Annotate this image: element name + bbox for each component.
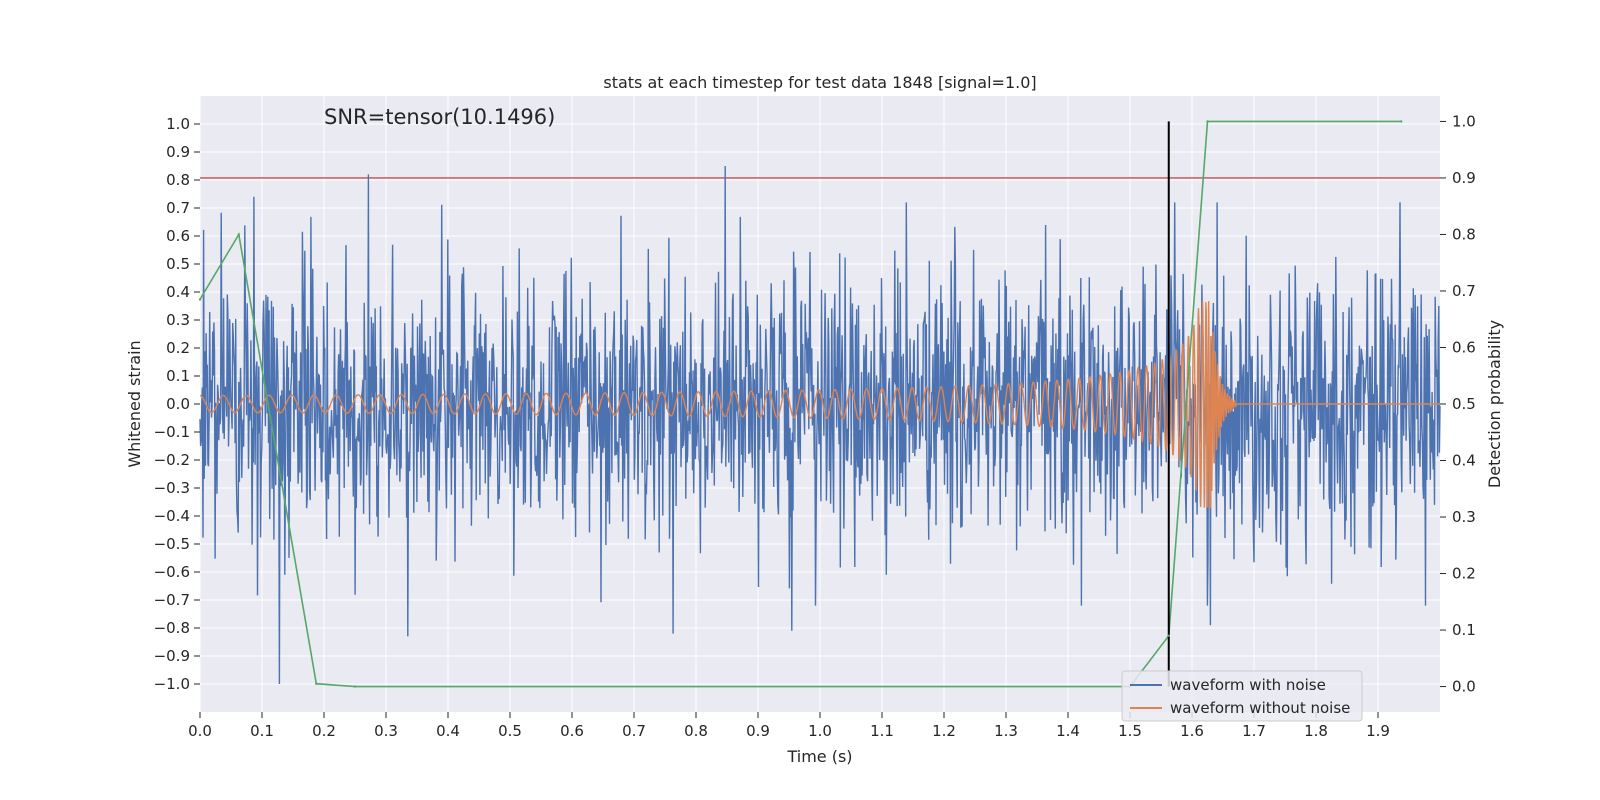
x-tick-label: 1.0 — [808, 722, 832, 740]
detection-probability-point — [1206, 120, 1209, 123]
y2-tick-label: 1.0 — [1452, 112, 1476, 130]
x-tick-label: 1.2 — [932, 722, 956, 740]
y2-axis-label: Detection probability — [1485, 320, 1504, 488]
y-tick-label: 0.2 — [166, 339, 190, 357]
y-tick-label: −0.6 — [154, 563, 190, 581]
x-tick-label: 0.9 — [746, 722, 770, 740]
y2-tick-label: 0.5 — [1452, 395, 1476, 413]
y-tick-label: 1.0 — [166, 115, 190, 133]
x-tick-label: 1.7 — [1242, 722, 1266, 740]
detection-probability-point — [237, 233, 240, 236]
y-tick-label: 0.8 — [166, 171, 190, 189]
y-tick-label: 0.4 — [166, 283, 190, 301]
y-tick-label: −0.4 — [154, 507, 190, 525]
y-tick-label: −0.9 — [154, 647, 190, 665]
x-tick-label: 1.5 — [1118, 722, 1142, 740]
x-tick-label: 0.3 — [374, 722, 398, 740]
y2-tick-label: 0.1 — [1452, 621, 1476, 639]
y-tick-label: 0.6 — [166, 227, 190, 245]
y-tick-label: −0.7 — [154, 591, 190, 609]
x-tick-labels: 0.0 0.1 0.2 0.3 0.4 0.5 0.6 0.7 0.8 0.9 1.0 1.1 1.2 1… — [188, 712, 1390, 740]
x-tick-label: 1.6 — [1180, 722, 1204, 740]
x-tick-label: 1.8 — [1304, 722, 1328, 740]
legend-box — [1121, 670, 1363, 722]
x-tick-label: 0.5 — [498, 722, 522, 740]
y-tick-label: −0.5 — [154, 535, 190, 553]
chart-title: stats at each timestep for test data 184… — [603, 73, 1036, 92]
x-tick-label: 1.9 — [1366, 722, 1390, 740]
y2-tick-label: 0.4 — [1452, 452, 1476, 470]
x-tick-label: 0.7 — [622, 722, 646, 740]
x-tick-label: 0.0 — [188, 722, 212, 740]
y-tick-label: −0.1 — [154, 423, 190, 441]
legend-label-waveform-with-noise: waveform with noise — [1170, 676, 1326, 694]
x-axis-label: Time (s) — [786, 747, 852, 766]
y2-tick-label: 0.3 — [1452, 508, 1476, 526]
y-tick-label: −1.0 — [154, 675, 190, 693]
y-tick-label: −0.3 — [154, 479, 190, 497]
detection-probability-point — [1167, 634, 1170, 637]
series-line-waveform-without-noise — [200, 300, 1440, 509]
y2-tick-label: 0.0 — [1452, 678, 1476, 696]
series-line-detection-probability — [199, 120, 1402, 688]
x-tick-label: 0.2 — [312, 722, 336, 740]
detection-probability-point — [198, 298, 202, 301]
y-tick-label: 0.9 — [166, 143, 190, 161]
x-tick-label: 1.4 — [1056, 722, 1080, 740]
x-tick-label: 0.6 — [560, 722, 584, 740]
y2-tick-labels: 1.0 0.9 0.8 0.7 0.6 0.5 0.4 0.3 0.2 0.1 0.0 — [1440, 112, 1476, 696]
x-tick-label: 1.1 — [870, 722, 894, 740]
y-tick-label: −0.8 — [154, 619, 190, 637]
y-axis-label: Whitened strain — [125, 340, 144, 467]
detection-probability-point — [315, 682, 318, 685]
snr-annotation: SNR=tensor(10.1496) — [324, 105, 555, 129]
y-tick-label: 0.7 — [166, 199, 190, 217]
x-tick-label: 0.4 — [436, 722, 460, 740]
y-tick-label: 0.1 — [166, 367, 190, 385]
y-tick-labels: 1.0 0.9 0.8 0.7 0.6 0.5 0.4 0.3 0.2 0.1 0.0 −0.1 −0.… — [154, 115, 200, 693]
y-tick-label: −0.2 — [154, 451, 190, 469]
series-line-waveform-with-noise — [199, 165, 1441, 685]
y2-tick-label: 0.2 — [1452, 565, 1476, 583]
y-tick-label: 0.5 — [166, 255, 190, 273]
y-tick-label: 0.3 — [166, 311, 190, 329]
y-tick-label: 0.0 — [166, 395, 190, 413]
y2-tick-label: 0.6 — [1452, 338, 1476, 356]
x-tick-label: 0.8 — [684, 722, 708, 740]
y2-tick-label: 0.9 — [1452, 169, 1476, 187]
y2-tick-label: 0.7 — [1452, 282, 1476, 300]
x-tick-label: 0.1 — [250, 722, 274, 740]
detection-probability-point — [1400, 120, 1403, 123]
legend: waveform with noise waveform without noi… — [1121, 670, 1363, 722]
legend-label-waveform-without-noise: waveform without noise — [1170, 699, 1350, 717]
x-tick-label: 1.3 — [994, 722, 1018, 740]
y2-tick-label: 0.8 — [1452, 225, 1476, 243]
detection-probability-point — [353, 685, 357, 688]
